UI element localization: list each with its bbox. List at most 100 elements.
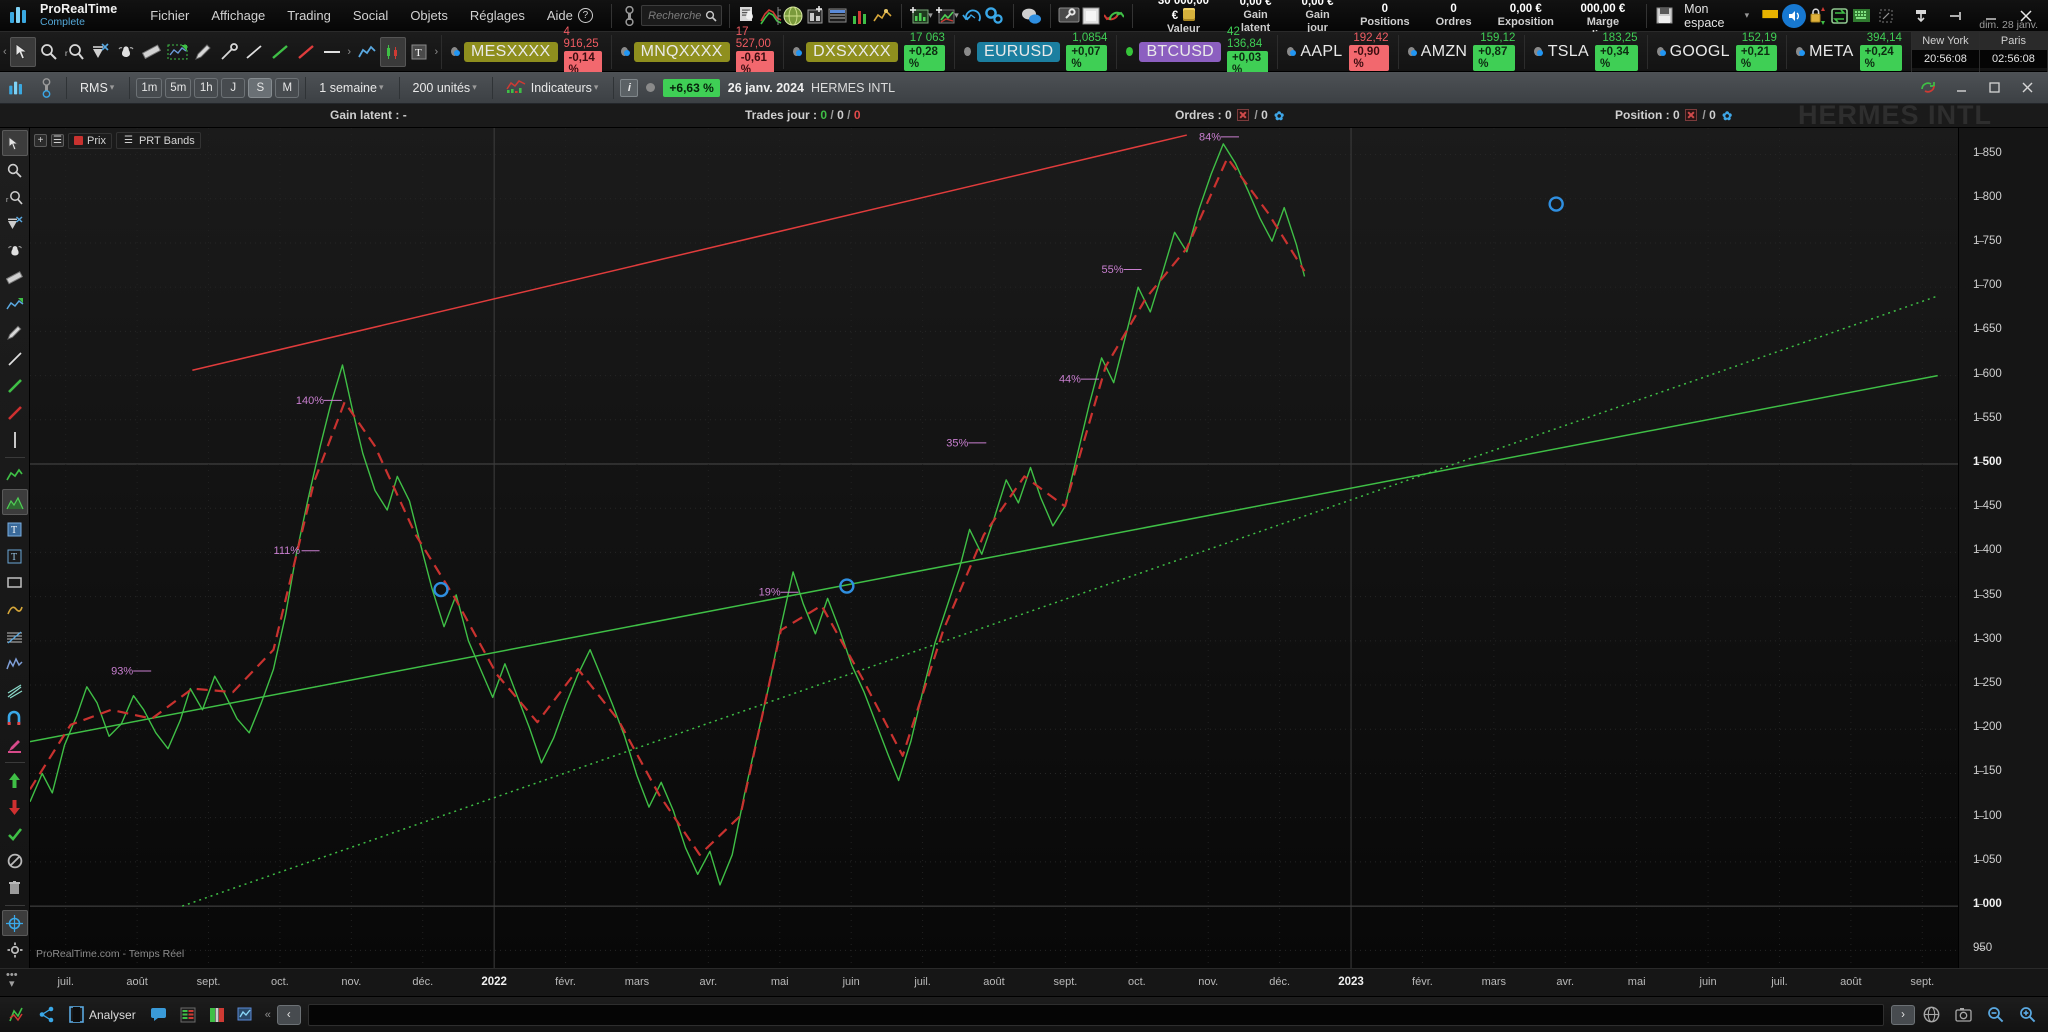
indicators-selector[interactable]: Indicateurs ▾ [499, 75, 608, 100]
menu-item-trading[interactable]: Trading [287, 8, 331, 23]
bottom-share-icon[interactable] [33, 1002, 59, 1028]
bottom-zoom-out-icon[interactable] [1982, 1002, 2008, 1028]
legend-item-prt-bands[interactable]: ☰ PRT Bands [115, 132, 201, 149]
units-selector[interactable]: 200 unités ▾ [406, 78, 486, 98]
rail-wave-tool[interactable] [2, 651, 28, 677]
ticker-eurusd[interactable]: EURUSD 1,0854 +0,07 % [953, 32, 1116, 71]
bottom-chart-icon[interactable] [4, 1002, 30, 1028]
rail-validate-tool[interactable] [2, 821, 28, 847]
date-axis-grip-icon[interactable]: ••• ▾ [6, 969, 18, 990]
magnet-snap-tool[interactable] [216, 37, 242, 67]
pointer-tool[interactable] [9, 36, 36, 67]
date-axis[interactable]: ••• ▾ juil. août sept. oct. nov. déc. 2022 févr.… [0, 968, 2048, 996]
clear-drawings-tool[interactable] [87, 37, 113, 67]
ticker-meta[interactable]: META 394,14 +0,24 % [1785, 32, 1911, 71]
close-positions-icon[interactable] [1685, 109, 1698, 121]
rail-magnet-tool[interactable] [2, 705, 28, 731]
rail-zoom-tool[interactable] [2, 157, 28, 183]
rail-highlight-tool[interactable] [2, 732, 28, 758]
zoom-region-tool[interactable]: r [61, 37, 87, 67]
rail-chart-type-line-tool[interactable] [2, 462, 28, 488]
new-strategy-icon[interactable] [935, 3, 957, 29]
legend-item-prix[interactable]: Prix [68, 132, 112, 149]
legend-menu-icon[interactable]: ☰ [51, 134, 64, 147]
timeframe-m[interactable]: M [275, 77, 300, 98]
rail-delete-tool[interactable] [2, 875, 28, 901]
rail-crosshair-tool[interactable] [1, 910, 28, 936]
timeframe-s[interactable]: S [248, 77, 273, 98]
chart-info-button[interactable]: i [620, 78, 639, 97]
ticker-googl[interactable]: GOOGL 152,19 +0,21 % [1646, 32, 1786, 71]
rail-sell-order-tool[interactable] [2, 794, 28, 820]
rail-fibonacci-tool[interactable] [2, 624, 28, 650]
range-selector[interactable]: 1 semaine ▾ [312, 78, 392, 98]
rail-green-line-tool[interactable] [2, 373, 28, 399]
line-tool[interactable] [241, 37, 267, 67]
save-workspace-icon[interactable] [1654, 3, 1676, 29]
bottom-screenshot-icon[interactable] [1950, 1002, 1976, 1028]
timeframe-5m[interactable]: 5m [165, 77, 192, 98]
menu-item-affichage[interactable]: Affichage [211, 8, 266, 23]
alerts-icon[interactable] [737, 3, 759, 29]
portfolio-table-icon[interactable] [827, 3, 849, 29]
green-trendline-tool[interactable] [267, 37, 293, 67]
pin-window-icon[interactable] [1943, 3, 1969, 29]
add-column-icon[interactable] [804, 3, 826, 29]
line-chart-type-tool[interactable] [354, 37, 380, 67]
measure-ruler-tool[interactable] [139, 37, 165, 67]
flag-icon[interactable] [1759, 3, 1781, 29]
ticker-aapl[interactable]: AAPL 192,42 -0,90 % [1277, 32, 1397, 71]
bottom-forward-button[interactable]: › [1891, 1004, 1915, 1025]
chart-maximize-icon[interactable] [1981, 75, 2007, 101]
transfer-icon[interactable] [1828, 3, 1850, 29]
bottom-zoom-in-icon[interactable] [2014, 1002, 2040, 1028]
menu-item-social[interactable]: Social [352, 8, 389, 23]
ticker-btcusd[interactable]: BTCUSD 42 136,84 +0,03 % [1116, 26, 1277, 77]
chart-link-status-icon[interactable] [32, 73, 60, 103]
orders-settings-gear-icon[interactable]: ✿ [1274, 109, 1285, 123]
bottom-back-button[interactable]: ‹ [276, 1004, 301, 1025]
chart-minimize-icon[interactable] [1948, 75, 1974, 101]
candle-chart-type-tool[interactable] [379, 36, 406, 67]
platform-tools-icon[interactable] [1058, 3, 1080, 29]
rail-ruler-tool[interactable] [2, 265, 28, 291]
indicator-curve-icon[interactable] [759, 3, 781, 29]
timeframe-j[interactable]: J [221, 77, 246, 98]
cancel-orders-icon[interactable] [1237, 109, 1250, 121]
menu-item-fichier[interactable]: Fichier [150, 8, 190, 23]
sync-refresh-icon[interactable] [1103, 3, 1125, 29]
rail-shape-tool[interactable] [2, 597, 28, 623]
bottom-globe-icon[interactable] [1918, 1002, 1944, 1028]
bottom-collapse-icon[interactable]: « [264, 1008, 271, 1021]
rail-alert-bell-tool[interactable] [2, 238, 28, 264]
rail-segment-tool[interactable] [2, 346, 28, 372]
zoom-tool[interactable] [36, 37, 62, 67]
analyser-button[interactable]: Analyser [62, 1003, 143, 1026]
toolbar-collapse-left-icon[interactable]: ‹ [3, 45, 7, 58]
rail-indicator-tool[interactable] [2, 292, 28, 318]
rail-buy-order-tool[interactable] [2, 767, 28, 793]
bottom-dom-ladder-icon[interactable] [204, 1002, 230, 1028]
window-layout-icon[interactable] [1080, 3, 1102, 29]
settings-gears-icon[interactable] [983, 3, 1005, 29]
ticker-amzn[interactable]: AMZN 159,12 +0,87 % [1397, 32, 1525, 71]
toolbar-more-right-icon[interactable]: › [434, 45, 439, 58]
search-input[interactable]: Recherche [641, 5, 723, 26]
rail-settings-tool[interactable] [2, 937, 28, 963]
rail-text-box-tool[interactable]: T [2, 543, 28, 569]
red-trendline-tool[interactable] [293, 37, 319, 67]
bottom-tab-strip[interactable] [307, 1003, 1884, 1026]
rail-erase-drawings-tool[interactable] [2, 211, 28, 237]
bottom-scan-chart-icon[interactable] [233, 1002, 259, 1028]
ticker-mnqxxxx[interactable]: MNQXXXX 17 527,00 -0,61 % [610, 26, 783, 77]
rail-pencil-tool[interactable] [2, 319, 28, 345]
menu-item-objets[interactable]: Objets [410, 8, 448, 23]
connection-status-icon[interactable] [619, 3, 641, 29]
toolbar-more-icon[interactable]: › [347, 45, 352, 58]
ticker-dxsxxxx[interactable]: DXSXXXX 17 063 +0,28 % [783, 32, 954, 71]
close-window-icon[interactable] [2013, 3, 2039, 29]
pencil-tool[interactable] [190, 37, 216, 67]
market-globe-icon[interactable] [782, 3, 804, 29]
chevron-down-icon[interactable]: ▾ [928, 10, 933, 20]
chart-refresh-icon[interactable] [1915, 75, 1941, 101]
